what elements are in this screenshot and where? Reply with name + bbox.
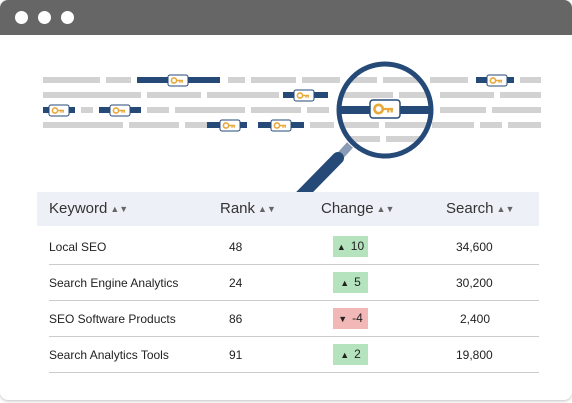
change-badge: ▼ -4 (333, 308, 368, 329)
column-header-keyword-label: Keyword (49, 200, 108, 217)
rank-cell: 24 (229, 276, 243, 290)
rank-cell: 48 (229, 240, 243, 254)
keyword-illustration (43, 61, 541, 215)
row-divider (49, 300, 539, 301)
key-icon (219, 119, 241, 132)
keyword-cell: Search Engine Analytics (49, 276, 179, 290)
change-value: 10 (350, 239, 365, 253)
key-icon (109, 104, 131, 117)
text-line-1 (43, 77, 541, 83)
keyword-cell: Search Analytics Tools (49, 348, 169, 362)
text-line-2 (43, 92, 541, 98)
keyword-cell: Local SEO (49, 240, 107, 254)
change-badge: ▲ 2 (333, 344, 368, 365)
search-volume-cell: 19,800 (456, 348, 493, 362)
arrow-up-icon: ▲ (340, 278, 350, 288)
table-row[interactable]: Local SEO 48 ▲ 10 34,600 (37, 229, 539, 265)
window-control-close[interactable] (15, 11, 28, 24)
search-volume-cell: 34,600 (456, 240, 493, 254)
column-header-rank-label: Rank (220, 200, 256, 217)
change-value: 2 (354, 347, 361, 361)
window-control-minimize[interactable] (38, 11, 51, 24)
sort-icon[interactable]: ▲▼ (496, 204, 515, 215)
row-divider (49, 372, 539, 373)
magnifier-icon (282, 61, 434, 215)
arrow-up-icon: ▲ (340, 350, 350, 360)
sort-icon[interactable]: ▲▼ (376, 204, 395, 215)
rank-cell: 91 (229, 348, 243, 362)
change-value: 5 (354, 275, 361, 289)
keyword-cell: SEO Software Products (49, 312, 176, 326)
search-volume-cell: 2,400 (460, 312, 491, 326)
rank-cell: 86 (229, 312, 243, 326)
sort-icon[interactable]: ▲▼ (110, 204, 129, 215)
sort-icon[interactable]: ▲▼ (258, 204, 276, 215)
table-row[interactable]: Search Engine Analytics 24 ▲ 5 30,200 (37, 265, 539, 301)
search-volume-cell: 30,200 (456, 276, 493, 290)
row-divider (49, 264, 539, 265)
column-header-change-label: Change (321, 200, 374, 217)
row-divider (49, 336, 539, 337)
change-value: -4 (352, 311, 363, 325)
column-header-search-label: Search (446, 200, 494, 217)
change-badge: ▲ 5 (333, 272, 368, 293)
table-header: Keyword ▲▼ Rank ▲▼ Change ▲▼ Search ▲▼ (37, 192, 539, 226)
text-line-4 (43, 122, 541, 128)
column-header-change[interactable]: Change ▲▼ (321, 192, 394, 226)
column-header-keyword[interactable]: Keyword ▲▼ (49, 192, 128, 226)
window-control-maximize[interactable] (61, 11, 74, 24)
key-icon (48, 104, 70, 117)
window-titlebar (0, 0, 572, 35)
key-icon (293, 89, 315, 102)
column-header-search[interactable]: Search ▲▼ (446, 192, 514, 226)
arrow-up-icon: ▲ (336, 242, 346, 252)
change-badge: ▲ 10 (333, 236, 368, 257)
key-icon (167, 74, 189, 87)
table-row[interactable]: Search Analytics Tools 91 ▲ 2 19,800 (37, 337, 539, 373)
key-icon (486, 74, 508, 87)
table-row[interactable]: SEO Software Products 86 ▼ -4 2,400 (37, 301, 539, 337)
key-icon (270, 119, 292, 132)
arrow-down-icon: ▼ (338, 314, 348, 324)
column-header-rank[interactable]: Rank ▲▼ (220, 192, 276, 226)
